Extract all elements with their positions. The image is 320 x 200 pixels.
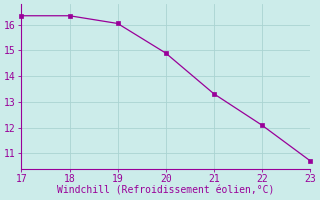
X-axis label: Windchill (Refroidissement éolien,°C): Windchill (Refroidissement éolien,°C) [57,186,275,196]
